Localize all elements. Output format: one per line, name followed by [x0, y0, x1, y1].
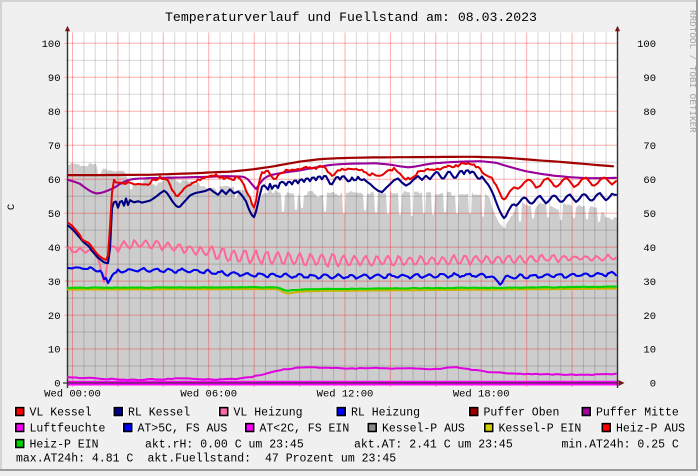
svg-text:80: 80: [643, 107, 656, 119]
svg-text:RL Kessel: RL Kessel: [128, 406, 190, 419]
svg-text:Temperaturverlauf und Fuellsta: Temperaturverlauf und Fuellstand am: 08.…: [165, 10, 537, 25]
svg-text:Wed 06:00: Wed 06:00: [180, 389, 237, 401]
svg-text:60: 60: [48, 175, 61, 187]
svg-text:C: C: [6, 204, 18, 210]
svg-text:akt.Fuellstand:: akt.Fuellstand:: [148, 452, 252, 465]
svg-text:20: 20: [48, 311, 61, 323]
svg-text:Heiz-P AUS: Heiz-P AUS: [616, 422, 685, 435]
svg-text:RRDTOOL / TOBI OETIKER: RRDTOOL / TOBI OETIKER: [687, 10, 698, 133]
svg-text:90: 90: [643, 73, 656, 85]
svg-text:47 Prozent um 23:45: 47 Prozent um 23:45: [265, 452, 396, 465]
svg-text:10: 10: [643, 345, 656, 357]
svg-text:AT<2C, FS EIN: AT<2C, FS EIN: [260, 422, 350, 435]
svg-text:Wed 18:00: Wed 18:00: [453, 389, 510, 401]
svg-text:80: 80: [48, 107, 61, 119]
svg-text:Wed 00:00: Wed 00:00: [44, 389, 101, 401]
svg-text:VL Heizung: VL Heizung: [234, 406, 303, 419]
svg-text:0: 0: [650, 379, 656, 391]
svg-text:30: 30: [643, 277, 656, 289]
svg-text:Puffer Mitte: Puffer Mitte: [596, 406, 679, 419]
svg-text:Wed 12:00: Wed 12:00: [317, 389, 374, 401]
svg-text:Heiz-P EIN: Heiz-P EIN: [30, 438, 99, 451]
svg-text:VL Kessel: VL Kessel: [30, 406, 92, 419]
svg-text:Puffer Oben: Puffer Oben: [484, 406, 560, 419]
svg-text:30: 30: [48, 277, 61, 289]
svg-text:RL Heizung: RL Heizung: [351, 406, 420, 419]
svg-text:100: 100: [637, 39, 656, 51]
svg-text:50: 50: [643, 209, 656, 221]
svg-text:20: 20: [643, 311, 656, 323]
svg-text:Kessel-P EIN: Kessel-P EIN: [499, 422, 582, 435]
svg-text:10: 10: [48, 345, 61, 357]
svg-text:40: 40: [643, 243, 656, 255]
svg-text:max.AT24h: 4.81 C: max.AT24h: 4.81 C: [16, 452, 133, 465]
svg-text:70: 70: [48, 141, 61, 153]
svg-text:50: 50: [48, 209, 61, 221]
svg-text:Kessel-P AUS: Kessel-P AUS: [382, 422, 465, 435]
svg-text:Luftfeuchte: Luftfeuchte: [30, 422, 106, 435]
svg-text:AT>5C, FS AUS: AT>5C, FS AUS: [138, 422, 228, 435]
svg-text:min.AT24h: 0.25 C: min.AT24h: 0.25 C: [562, 438, 679, 451]
svg-text:100: 100: [42, 39, 61, 51]
svg-text:akt.rH: 0.00 C um 23:45: akt.rH: 0.00 C um 23:45: [145, 438, 304, 451]
svg-text:40: 40: [48, 243, 61, 255]
svg-text:90: 90: [48, 73, 61, 85]
svg-text:70: 70: [643, 141, 656, 153]
svg-text:60: 60: [643, 175, 656, 187]
svg-text:0: 0: [54, 379, 60, 391]
svg-text:akt.AT: 2.41 C um 23:45: akt.AT: 2.41 C um 23:45: [354, 438, 513, 451]
